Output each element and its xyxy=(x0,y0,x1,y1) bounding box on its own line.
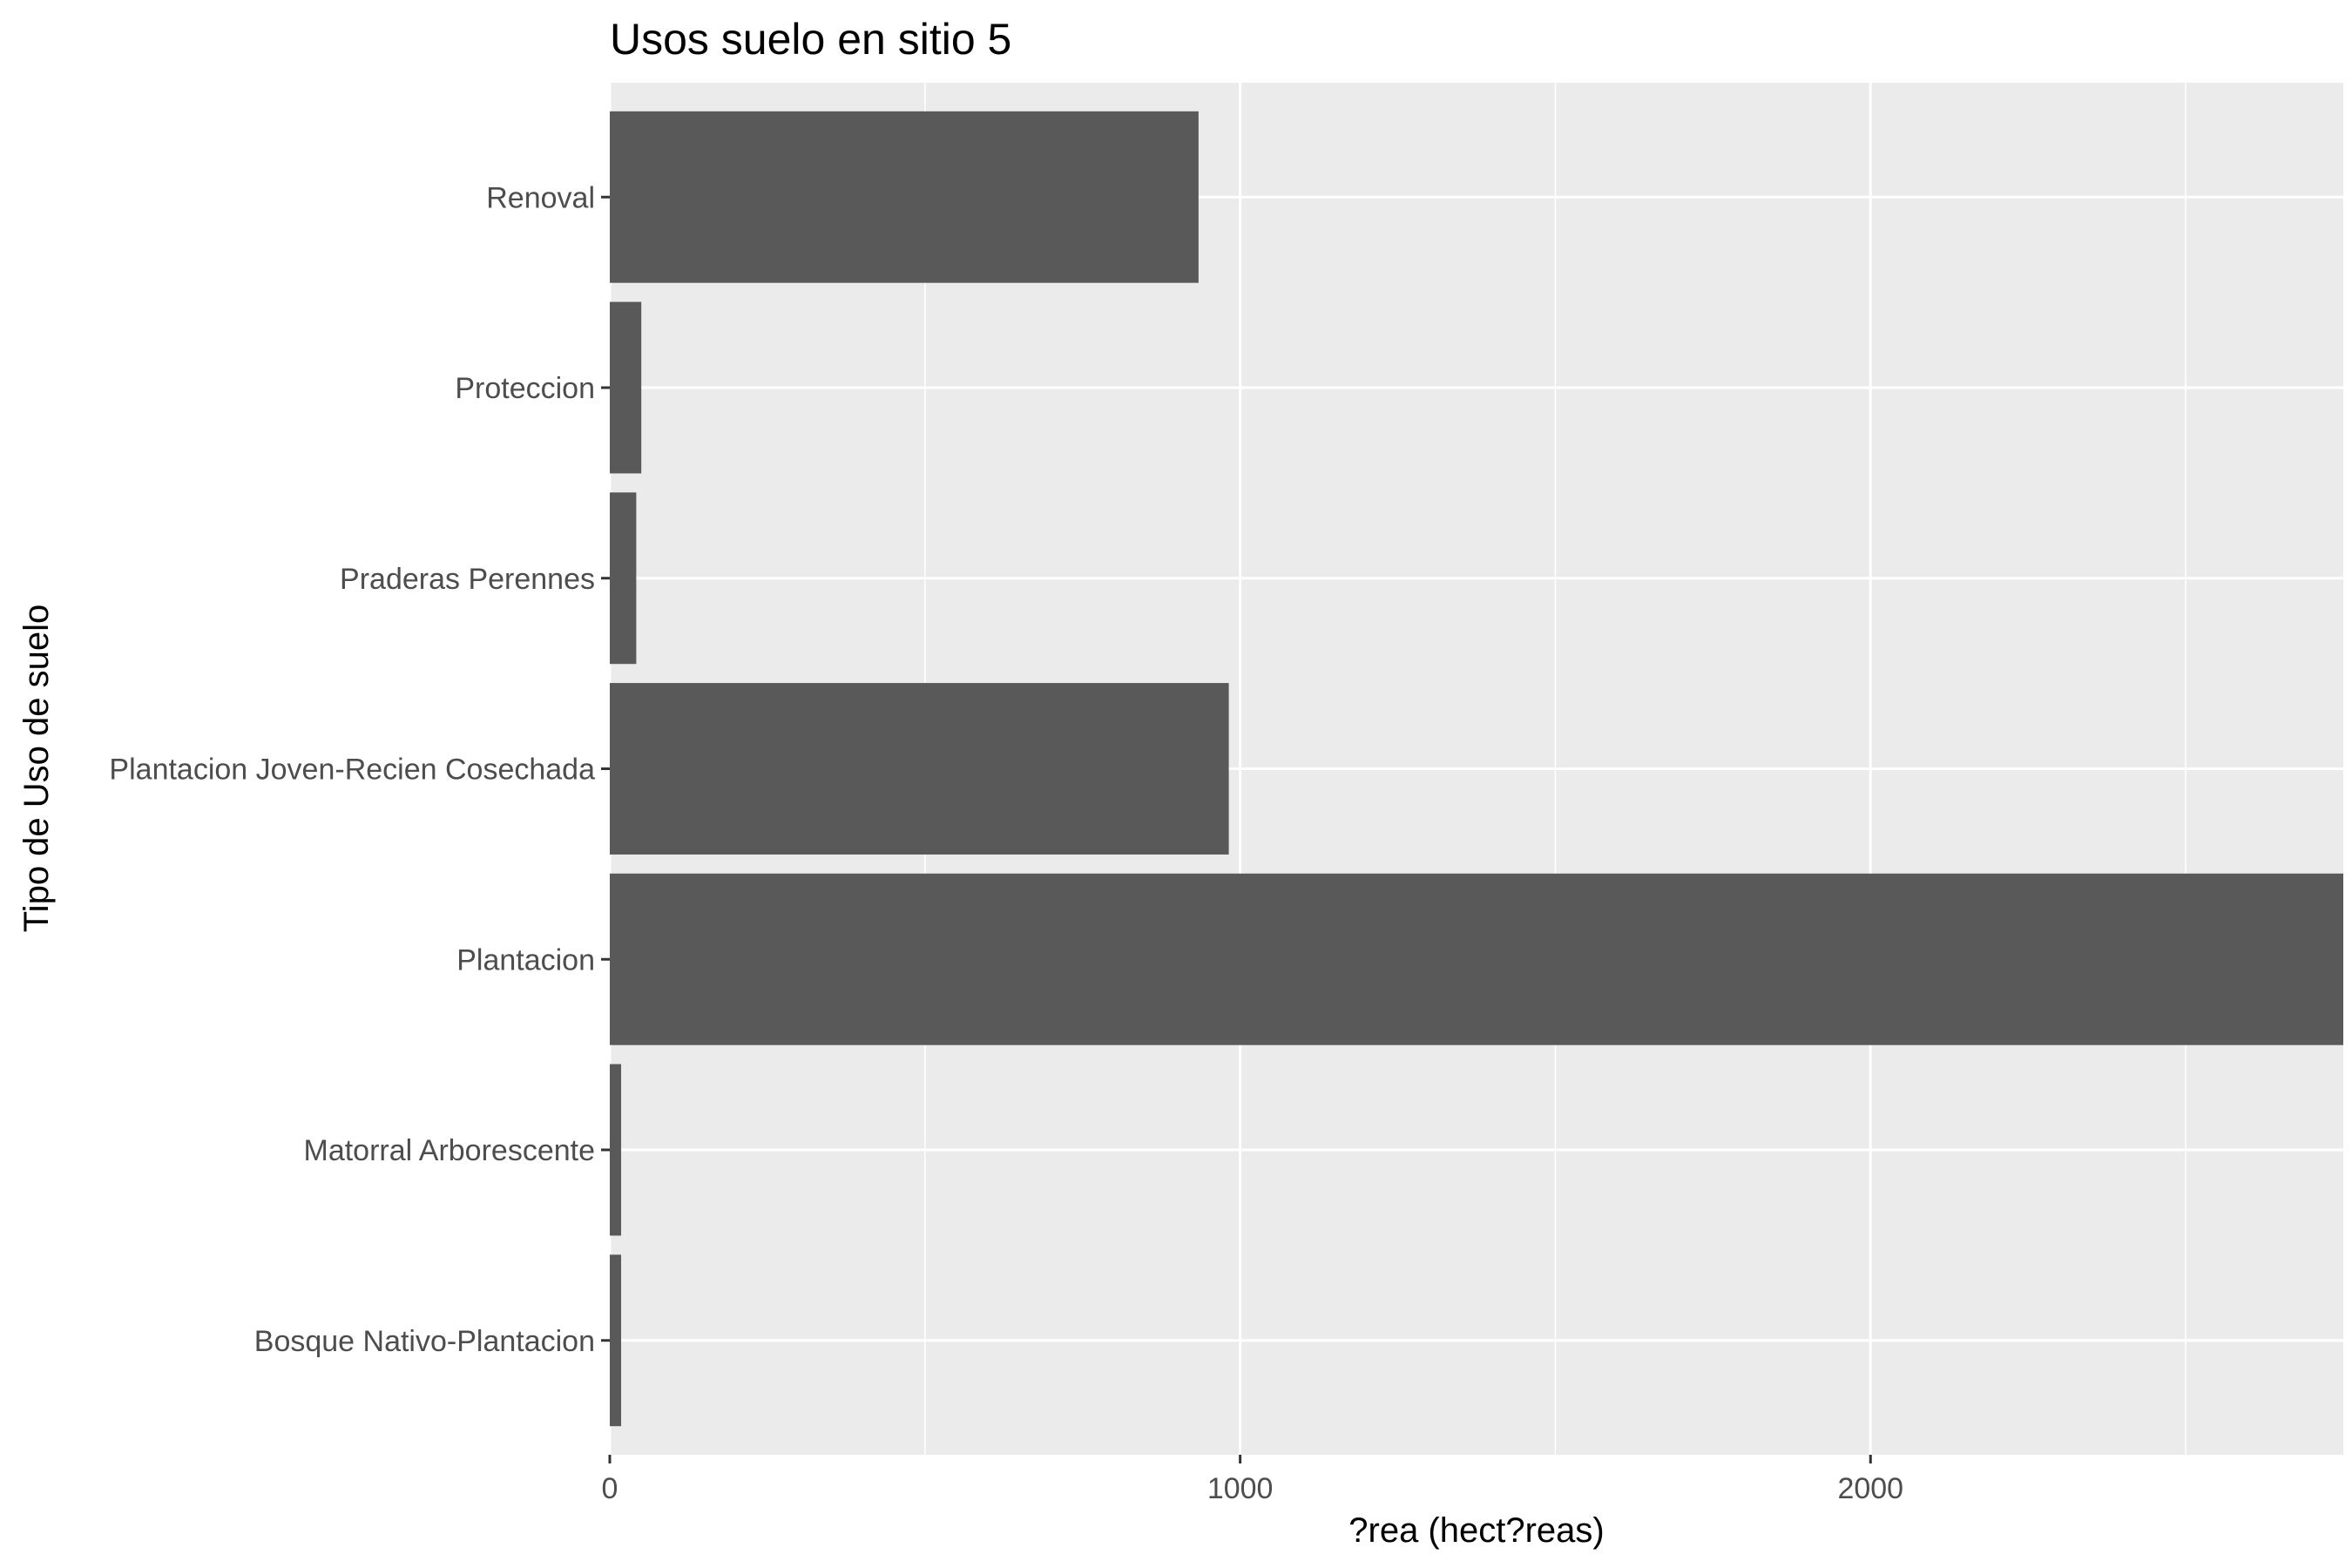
x-tick-label: 1000 xyxy=(1207,1472,1274,1505)
y-tick-label: Plantacion xyxy=(456,943,595,977)
x-tick-label: 2000 xyxy=(1837,1472,1903,1505)
bar xyxy=(610,301,642,474)
bar xyxy=(610,873,2343,1045)
x-axis-ticks: 0 1000 2000 xyxy=(602,1455,1903,1505)
y-tick-label: Praderas Perennes xyxy=(340,563,595,596)
bar xyxy=(610,111,1199,283)
y-tick-label: Proteccion xyxy=(455,372,595,405)
bar xyxy=(610,492,637,665)
x-tick-label: 0 xyxy=(602,1472,618,1505)
bar xyxy=(610,683,1229,855)
bar xyxy=(610,1254,622,1427)
y-tick-label: Plantacion Joven-Recien Cosechada xyxy=(109,754,595,787)
y-tick-label: Renoval xyxy=(486,181,595,214)
y-axis-title: Tipo de Uso de suelo xyxy=(17,605,56,933)
chart-title: Usos suelo en sitio 5 xyxy=(610,15,1011,64)
y-tick-label: Matorral Arborescente xyxy=(304,1134,596,1167)
x-axis-title: ?rea (hect?reas) xyxy=(1348,1511,1604,1550)
bar xyxy=(610,1064,622,1236)
y-axis-ticks: Bosque Nativo-Plantacion Matorral Arbores… xyxy=(109,181,610,1358)
y-tick-label: Bosque Nativo-Plantacion xyxy=(254,1325,595,1358)
bars xyxy=(610,111,2343,1427)
